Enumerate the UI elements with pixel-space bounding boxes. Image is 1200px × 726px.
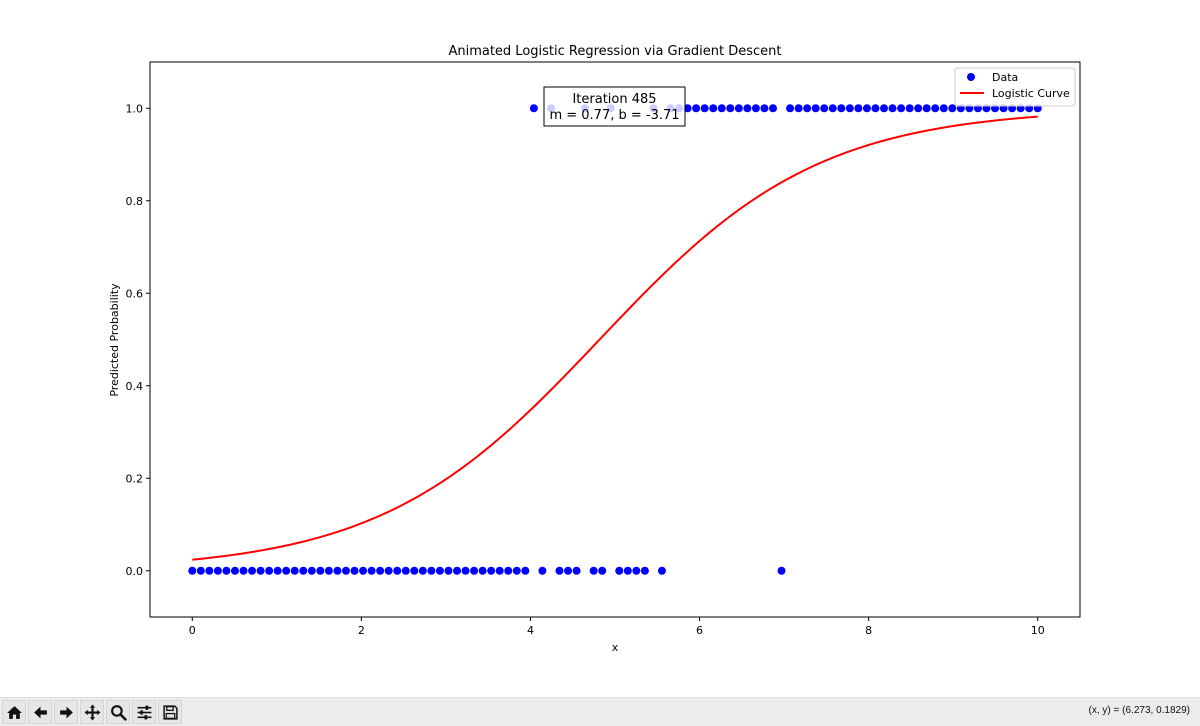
y-axis-label: Predicted Probability (108, 283, 121, 397)
cursor-coordinates: (x, y) = (6.273, 0.1829) (1088, 705, 1190, 716)
data-points (188, 104, 1042, 575)
svg-text:8: 8 (865, 624, 872, 637)
svg-text:1.0: 1.0 (126, 102, 144, 115)
iteration-annotation: Iteration 485 m = 0.77, b = -3.71 (543, 86, 686, 127)
svg-text:0.2: 0.2 (126, 472, 144, 485)
svg-text:0.8: 0.8 (126, 195, 144, 208)
back-button[interactable] (28, 700, 52, 724)
configure-subplots-button[interactable] (132, 700, 156, 724)
home-button[interactable] (2, 700, 26, 724)
legend-data-label: Data (992, 71, 1018, 84)
arrow-left-icon (33, 706, 47, 718)
plot-axes[interactable]: 0 2 4 6 8 10 0.0 0.2 0.4 0.6 0.8 1.0 (126, 61, 1081, 637)
svg-text:4: 4 (527, 624, 534, 637)
save-button[interactable] (158, 700, 182, 724)
svg-text:6: 6 (696, 624, 703, 637)
arrow-right-icon (59, 706, 73, 718)
logistic-curve (192, 115, 1038, 561)
svg-text:10: 10 (1031, 624, 1045, 637)
svg-text:0.6: 0.6 (126, 287, 144, 300)
annotation-iteration: Iteration 485 (572, 92, 656, 107)
forward-button[interactable] (54, 700, 78, 724)
zoom-button[interactable] (106, 700, 130, 724)
navigation-toolbar: (x, y) = (6.273, 0.1829) (0, 697, 1200, 726)
y-axis-ticks: 0.0 0.2 0.4 0.6 0.8 1.0 (126, 102, 150, 578)
annotation-params: m = 0.77, b = -3.71 (549, 108, 679, 123)
x-axis-ticks: 0 2 4 6 8 10 (189, 617, 1045, 637)
svg-text:0: 0 (189, 624, 196, 637)
magnifier-icon (110, 704, 127, 721)
svg-text:2: 2 (358, 624, 365, 637)
floppy-disk-icon (162, 704, 178, 720)
legend-curve-label: Logistic Curve (992, 87, 1070, 100)
legend-data-marker-icon (967, 73, 975, 81)
home-icon (6, 705, 22, 719)
chart-title: Animated Logistic Regression via Gradien… (448, 44, 781, 59)
legend: Data Logistic Curve (954, 67, 1076, 107)
x-axis-label: x (612, 641, 619, 654)
svg-text:0.4: 0.4 (126, 380, 144, 393)
sliders-icon (137, 705, 151, 719)
move-icon (84, 704, 100, 720)
figure-canvas[interactable]: Animated Logistic Regression via Gradien… (0, 0, 1200, 697)
svg-text:0.0: 0.0 (126, 565, 144, 578)
axes-frame (149, 61, 1081, 618)
pan-button[interactable] (80, 700, 104, 724)
